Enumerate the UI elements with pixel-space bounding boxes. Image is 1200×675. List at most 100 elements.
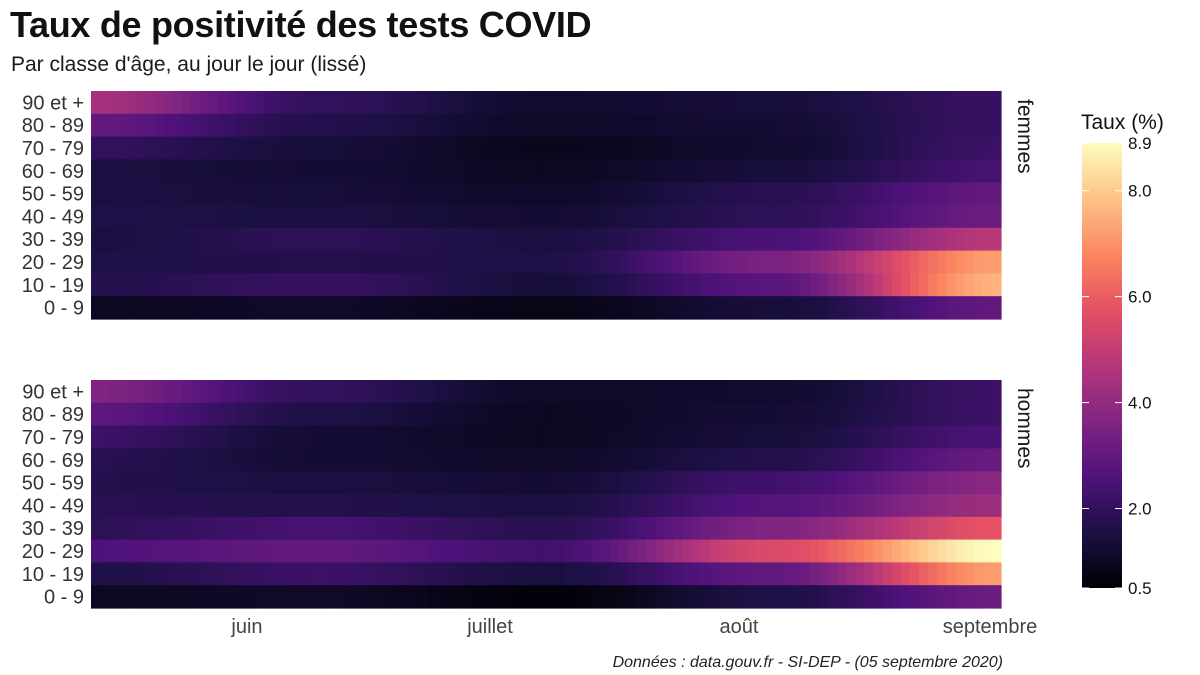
heatmap-cell <box>291 516 301 541</box>
heatmap-cell <box>109 539 119 563</box>
heatmap-cell <box>973 113 984 138</box>
heatmap-cell <box>737 494 747 518</box>
heatmap-cell <box>709 205 720 229</box>
heatmap-cell <box>728 562 738 586</box>
heatmap-cell <box>509 182 520 206</box>
heatmap-cell <box>309 471 320 495</box>
heatmap-cell <box>782 448 793 472</box>
heatmap-cell <box>263 494 274 518</box>
heatmap-cell <box>100 516 110 541</box>
heatmap-cell <box>646 136 656 160</box>
heatmap-cell <box>819 562 829 586</box>
heatmap-cell <box>109 494 119 518</box>
heatmap-cell <box>391 91 401 115</box>
heatmap-cell <box>364 471 374 495</box>
heatmap-cell <box>937 539 947 563</box>
heatmap-cell <box>891 113 902 138</box>
heatmap-cell <box>227 182 238 206</box>
heatmap-cell <box>646 380 656 404</box>
heatmap-cell <box>236 182 247 206</box>
heatmap-cell <box>546 448 556 472</box>
heatmap-cell <box>791 182 802 206</box>
heatmap-cell <box>900 250 911 274</box>
heatmap-cell <box>664 273 674 297</box>
heatmap-cell <box>728 227 738 252</box>
heatmap-cell <box>800 402 811 427</box>
heatmap-cell <box>573 562 583 586</box>
heatmap-cell <box>955 516 966 541</box>
heatmap-cell <box>245 296 256 320</box>
heatmap-cell <box>245 273 256 297</box>
heatmap-cell <box>564 273 574 297</box>
heatmap-cell <box>800 159 811 183</box>
heatmap-cell <box>464 516 474 541</box>
heatmap-cell <box>427 227 438 252</box>
heatmap-cell <box>118 182 128 206</box>
heatmap-cell <box>172 182 183 206</box>
heatmap-cell <box>627 402 638 427</box>
heatmap-cell <box>955 250 966 274</box>
heatmap-cell <box>864 227 875 252</box>
heatmap-cell <box>191 227 201 252</box>
heatmap-cell <box>172 91 183 115</box>
facet-label-femmes: femmes <box>1013 99 1036 174</box>
heatmap-cell <box>91 562 101 586</box>
heatmap-cell <box>546 182 556 206</box>
heatmap-cell <box>409 562 420 586</box>
heatmap-cell <box>919 250 929 274</box>
heatmap-cell <box>882 402 893 427</box>
heatmap-cell <box>982 494 993 518</box>
heatmap-cell <box>646 516 656 541</box>
heatmap-cell <box>500 402 511 427</box>
heatmap-cell <box>436 159 447 183</box>
heatmap-cell <box>718 205 729 229</box>
heatmap-cell <box>345 159 356 183</box>
heatmap-cell <box>555 91 565 115</box>
heatmap-cell <box>227 113 238 138</box>
heatmap-cell <box>991 273 1002 297</box>
heatmap-cell <box>664 516 674 541</box>
heatmap-cell <box>464 562 474 586</box>
heatmap-cell <box>254 250 265 274</box>
y-tick-label: 20 - 29 <box>22 541 84 563</box>
heatmap-cell <box>718 380 729 404</box>
heatmap-cell <box>182 516 192 541</box>
heatmap-cell <box>191 494 201 518</box>
heatmap-cell <box>427 113 438 138</box>
heatmap-cell <box>737 425 747 449</box>
heatmap-cell <box>973 471 984 495</box>
heatmap-cell <box>91 205 101 229</box>
heatmap-cell <box>300 159 310 183</box>
heatmap-cell <box>118 296 128 320</box>
heatmap-cell <box>728 113 738 138</box>
heatmap-cell <box>373 380 383 404</box>
heatmap-cell <box>327 227 338 252</box>
heatmap-cell <box>746 471 756 495</box>
heatmap-cell <box>700 585 711 609</box>
heatmap-cell <box>509 494 520 518</box>
heatmap-cell <box>709 380 720 404</box>
heatmap-cell <box>409 273 420 297</box>
heatmap-cell <box>937 113 947 138</box>
heatmap-cell <box>964 91 975 115</box>
heatmap-cell <box>436 471 447 495</box>
heatmap-cell <box>209 227 219 252</box>
heatmap-cell <box>282 91 292 115</box>
heatmap-cell <box>100 585 110 609</box>
heatmap-cell <box>837 402 847 427</box>
heatmap-cell <box>118 205 128 229</box>
heatmap-cell <box>263 296 274 320</box>
heatmap-cell <box>709 296 720 320</box>
heatmap-cell <box>218 448 229 472</box>
heatmap-cell <box>837 227 847 252</box>
heatmap-cell <box>755 136 765 160</box>
heatmap-cell <box>145 205 156 229</box>
heatmap-cell <box>627 380 638 404</box>
heatmap-cell <box>864 380 875 404</box>
heatmap-row <box>91 539 1002 563</box>
heatmap-cell <box>573 159 583 183</box>
heatmap-cell <box>937 296 947 320</box>
heatmap-cell <box>664 494 674 518</box>
heatmap-cell <box>209 494 219 518</box>
heatmap-cell <box>837 182 847 206</box>
